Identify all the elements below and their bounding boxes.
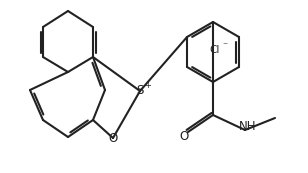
Text: NH: NH xyxy=(239,121,257,134)
Text: S: S xyxy=(136,84,144,98)
Text: +: + xyxy=(144,81,152,90)
Text: O: O xyxy=(179,130,188,143)
Text: O: O xyxy=(108,131,118,144)
Text: ⁻: ⁻ xyxy=(222,41,228,51)
Text: Cl: Cl xyxy=(210,45,220,55)
